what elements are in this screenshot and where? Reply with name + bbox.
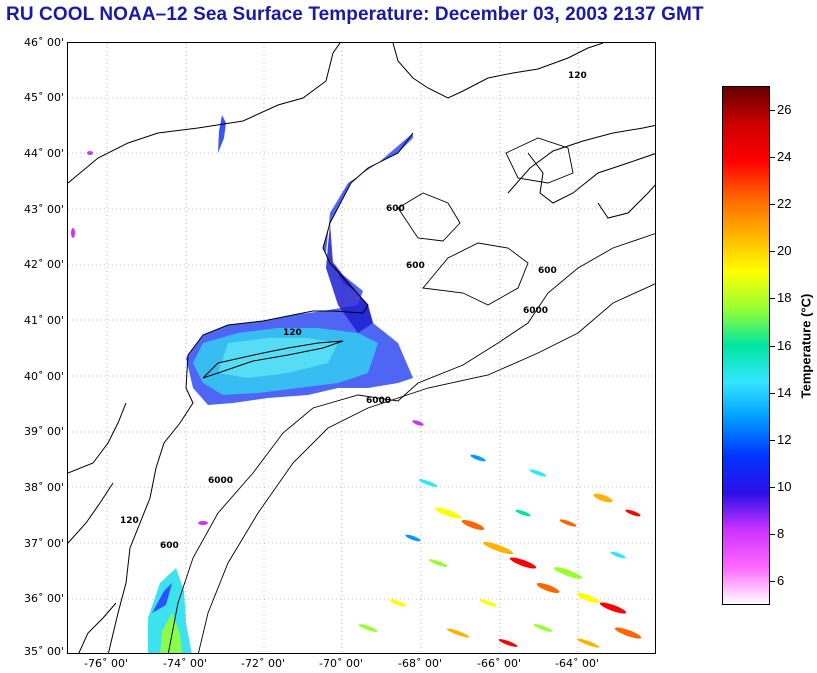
lon-label: -68˚ 00' — [398, 657, 442, 670]
colorbar-tick-mark — [770, 203, 775, 205]
colorbar-tick-label: 6 — [777, 573, 785, 589]
isobath-label: 6000 — [208, 476, 233, 486]
colorbar-tick-label: 26 — [777, 101, 792, 117]
isobath-label: 6000 — [523, 306, 548, 316]
colorbar-tick-label: 18 — [777, 290, 792, 306]
isobath-label: 600 — [538, 266, 557, 276]
lat-label: 37˚ 00' — [23, 537, 64, 550]
lon-label: -70˚ 00' — [319, 657, 363, 670]
sst-coastal-patch — [186, 115, 413, 405]
lon-label: -76˚ 00' — [84, 657, 128, 670]
lon-label: -74˚ 00' — [163, 657, 207, 670]
colorbar-tick-label: 12 — [777, 431, 792, 447]
isobath-label: 120 — [283, 328, 302, 338]
coastline — [68, 43, 655, 653]
isobaths — [167, 137, 655, 653]
colorbar-tick-label: 20 — [777, 243, 792, 259]
colorbar-tick-mark — [770, 392, 775, 394]
lat-label: 40˚ 00' — [23, 370, 64, 383]
isobath-label: 120 — [568, 71, 587, 81]
isobath-label: 120 — [120, 516, 139, 526]
colorbar-tick-mark — [770, 251, 775, 253]
isobath-label: 600 — [386, 204, 405, 214]
colorbar-tick-mark — [770, 298, 775, 300]
lon-label: -66˚ 00' — [477, 657, 521, 670]
lat-label: 36˚ 00' — [23, 592, 64, 605]
isobath-labels: 6000 6000 6000 600 600 600 600 120 120 1… — [120, 71, 587, 551]
colorbar-tick-mark — [770, 581, 775, 583]
colorbar-tick-mark — [770, 109, 775, 111]
colorbar-tick-label: 8 — [777, 526, 785, 542]
lat-label: 39˚ 00' — [23, 425, 64, 438]
lat-label: 43˚ 00' — [23, 203, 64, 216]
lat-label: 44˚ 00' — [23, 147, 64, 160]
sst-map-canvas: 6000 6000 6000 600 600 600 600 120 120 1… — [68, 43, 655, 653]
sst-southern-patch — [148, 568, 192, 653]
colorbar-tick-mark — [770, 487, 775, 489]
isobath-label: 600 — [406, 261, 425, 271]
colorbar-tick-label: 22 — [777, 195, 792, 211]
lat-label: 46˚ 00' — [23, 36, 64, 49]
lon-label: -72˚ 00' — [241, 657, 285, 670]
colorbar-tick-mark — [770, 534, 775, 536]
colorbar-tick-label: 10 — [777, 479, 792, 495]
lat-label: 38˚ 00' — [23, 481, 64, 494]
isobath-label: 600 — [160, 541, 179, 551]
colorbar-tick-label: 24 — [777, 148, 792, 164]
isobath-label: 6000 — [366, 396, 391, 406]
sst-map[interactable]: 6000 6000 6000 600 600 600 600 120 120 1… — [67, 42, 656, 654]
lat-label: 45˚ 00' — [23, 91, 64, 104]
lat-label: 35˚ 00' — [23, 645, 64, 658]
colorbar-tick-mark — [770, 156, 775, 158]
map-title: RU COOL NOAA–12 Sea Surface Temperature:… — [6, 4, 704, 25]
colorbar-tick-label: 14 — [777, 384, 792, 400]
sst-offshore-scatter — [71, 151, 642, 648]
colorbar-title: Temperature (°C) — [798, 293, 814, 399]
temperature-colorbar — [722, 86, 770, 605]
lon-label: -64˚ 00' — [555, 657, 599, 670]
lat-label: 41˚ 00' — [23, 314, 64, 327]
colorbar-tick-mark — [770, 345, 775, 347]
colorbar-tick-mark — [770, 439, 775, 441]
colorbar-tick-label: 16 — [777, 337, 792, 353]
lat-label: 42˚ 00' — [23, 258, 64, 271]
